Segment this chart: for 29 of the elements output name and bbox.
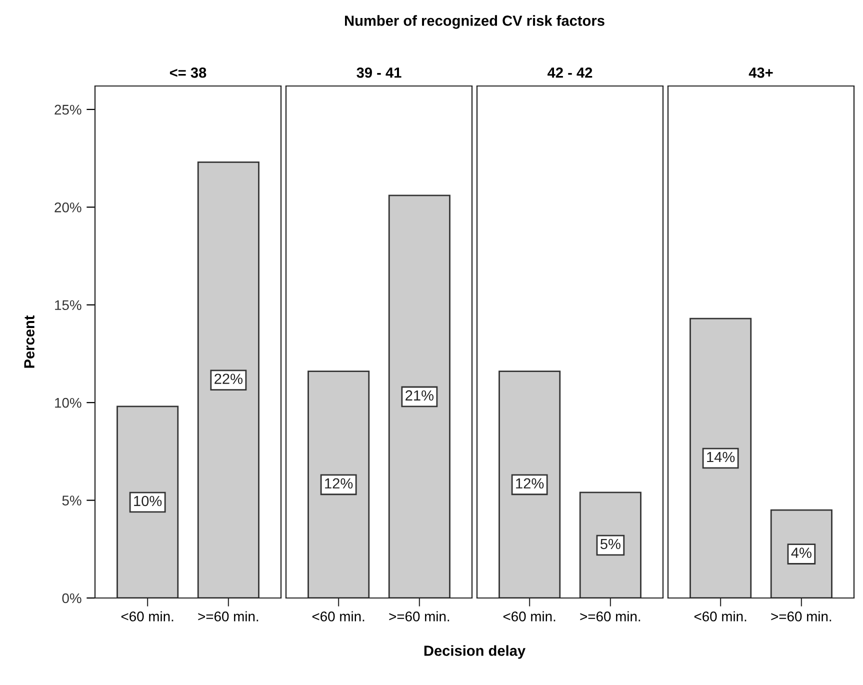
- y-axis-title: Percent: [24, 315, 34, 368]
- y-tick-label: 25%: [54, 104, 82, 115]
- chart-title: 39 - 41: [356, 67, 402, 78]
- x-tick-label: >=60 min.: [389, 611, 450, 622]
- data-label: 4%: [791, 548, 812, 558]
- data-label: 12%: [325, 478, 353, 489]
- y-tick-label: 0%: [62, 593, 82, 604]
- x-tick-label: <60 min.: [312, 611, 364, 622]
- x-tick-label: <60 min.: [503, 611, 556, 622]
- chart-title: 42 - 42: [548, 67, 592, 78]
- y-tick-label: 5%: [62, 496, 82, 506]
- y-tick-label: 20%: [54, 202, 82, 212]
- data-label: 12%: [516, 478, 544, 489]
- data-label: 14%: [707, 452, 735, 462]
- x-tick-label: >=60 min.: [580, 611, 640, 622]
- x-tick-label: <60 min.: [694, 611, 746, 622]
- data-label: 5%: [600, 538, 620, 550]
- y-tick-label: 15%: [55, 300, 82, 310]
- text: Decision delay: [424, 645, 526, 659]
- y-tick-label: 10%: [55, 398, 82, 408]
- x-tick-label: <60 min.: [121, 611, 174, 622]
- chart-title: <= 38: [170, 67, 206, 78]
- x-tick-label: >=60 min.: [198, 611, 258, 622]
- chart-title: 43+: [748, 67, 773, 78]
- data-label: 21%: [406, 390, 434, 401]
- data-label: 10%: [134, 496, 162, 506]
- data-label: 22%: [214, 374, 243, 384]
- x-tick-label: >=60 min.: [771, 611, 832, 622]
- text: Number of recognized CV risk factors: [345, 15, 604, 29]
